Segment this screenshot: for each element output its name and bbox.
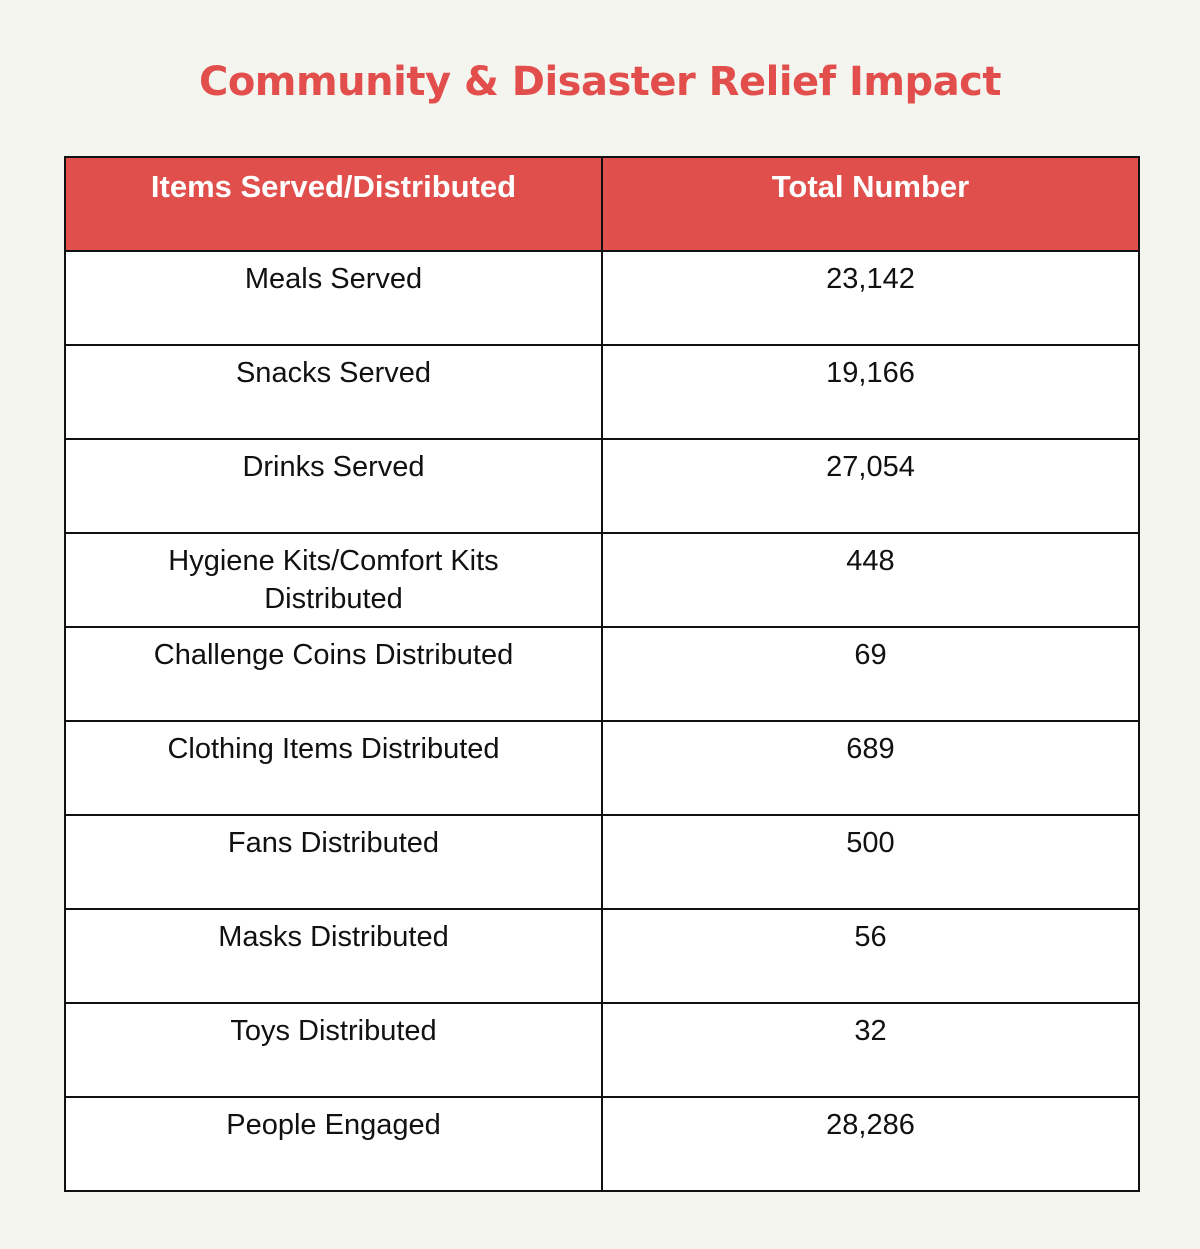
table-row: People Engaged 28,286 — [64, 1096, 1140, 1192]
item-cell: Drinks Served — [64, 438, 603, 534]
table-row: Hygiene Kits/Comfort Kits Distributed 44… — [64, 532, 1140, 628]
total-cell: 23,142 — [601, 250, 1140, 346]
item-cell: Fans Distributed — [64, 814, 603, 910]
table-row: Challenge Coins Distributed 69 — [64, 626, 1140, 722]
table-header-row: Items Served/Distributed Total Number — [64, 156, 1140, 252]
table-row: Toys Distributed 32 — [64, 1002, 1140, 1098]
table-row: Clothing Items Distributed 689 — [64, 720, 1140, 816]
page-title: Community & Disaster Relief Impact — [198, 59, 1002, 105]
item-cell: Clothing Items Distributed — [64, 720, 603, 816]
impact-table: Items Served/Distributed Total Number Me… — [64, 156, 1140, 1192]
table-row: Snacks Served 19,166 — [64, 344, 1140, 440]
total-cell: 500 — [601, 814, 1140, 910]
total-cell: 56 — [601, 908, 1140, 1004]
table-row: Drinks Served 27,054 — [64, 438, 1140, 534]
column-header-total: Total Number — [601, 156, 1140, 252]
item-cell: People Engaged — [64, 1096, 603, 1192]
item-cell: Toys Distributed — [64, 1002, 603, 1098]
item-cell: Hygiene Kits/Comfort Kits Distributed — [64, 532, 603, 628]
item-cell: Snacks Served — [64, 344, 603, 440]
total-cell: 32 — [601, 1002, 1140, 1098]
total-cell: 448 — [601, 532, 1140, 628]
item-cell: Meals Served — [64, 250, 603, 346]
table-row: Meals Served 23,142 — [64, 250, 1140, 346]
item-cell: Masks Distributed — [64, 908, 603, 1004]
total-cell: 27,054 — [601, 438, 1140, 534]
column-header-items: Items Served/Distributed — [64, 156, 603, 252]
total-cell: 28,286 — [601, 1096, 1140, 1192]
total-cell: 19,166 — [601, 344, 1140, 440]
item-cell: Challenge Coins Distributed — [64, 626, 603, 722]
total-cell: 689 — [601, 720, 1140, 816]
total-cell: 69 — [601, 626, 1140, 722]
table-row: Fans Distributed 500 — [64, 814, 1140, 910]
table-row: Masks Distributed 56 — [64, 908, 1140, 1004]
